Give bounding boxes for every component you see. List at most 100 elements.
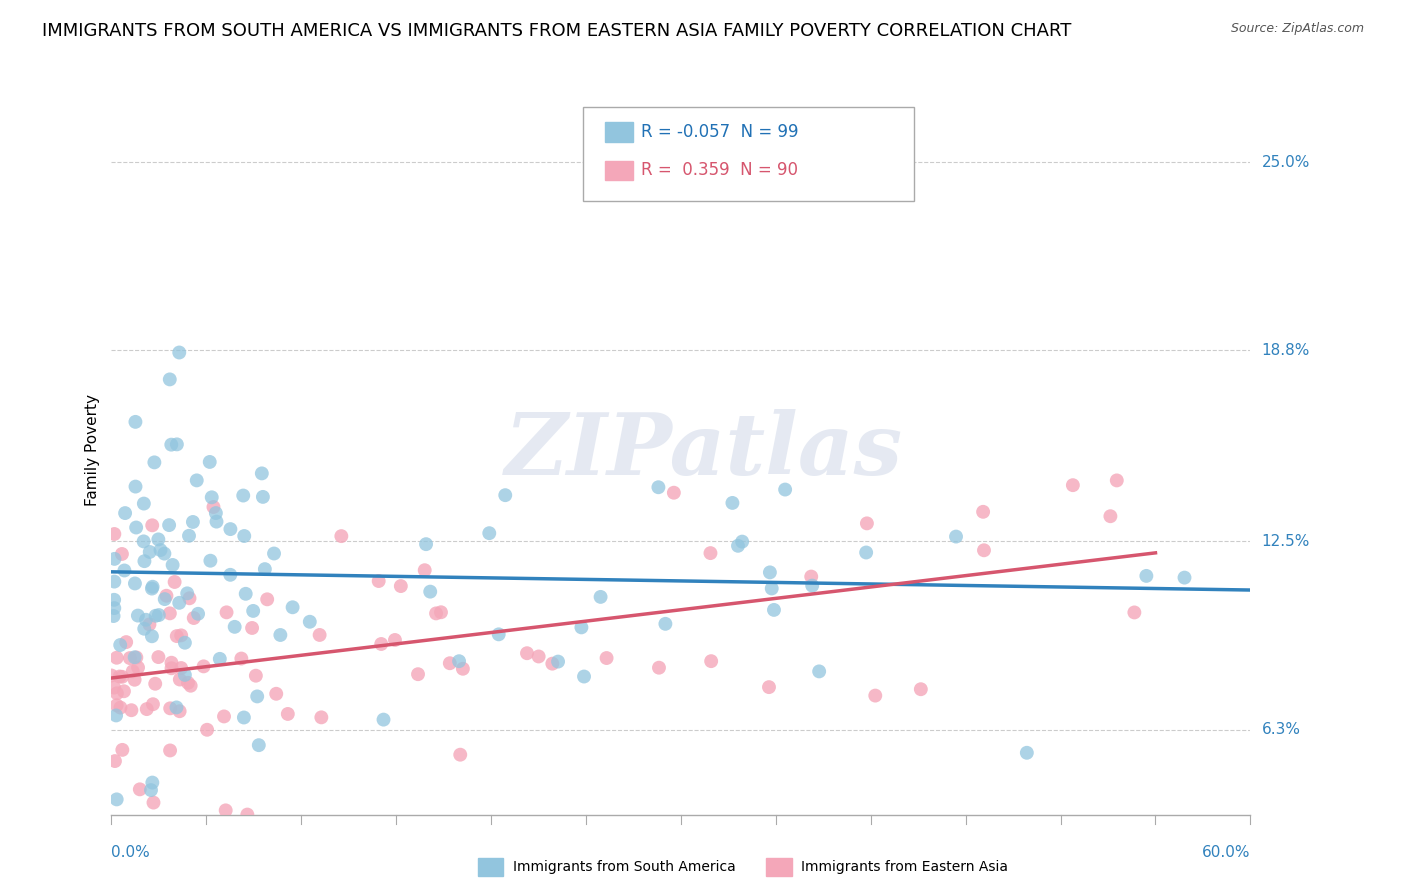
Point <box>138 545 160 559</box>
Point <box>195 723 218 737</box>
Point <box>135 702 157 716</box>
Point <box>406 667 429 681</box>
Text: 0.0%: 0.0% <box>111 845 150 860</box>
Text: Source: ZipAtlas.com: Source: ZipAtlas.com <box>1230 22 1364 36</box>
Point <box>103 592 125 607</box>
Point <box>179 591 201 606</box>
Point <box>169 704 191 718</box>
Point <box>177 675 200 690</box>
Point <box>198 455 221 469</box>
Point <box>108 638 131 652</box>
Point <box>112 684 135 698</box>
Point <box>1123 606 1146 620</box>
Point <box>232 710 254 724</box>
Point <box>104 754 127 768</box>
Point <box>219 567 242 582</box>
Point <box>945 530 967 544</box>
Point <box>128 782 150 797</box>
Point <box>1135 569 1157 583</box>
Text: 12.5%: 12.5% <box>1261 534 1310 549</box>
Point <box>103 681 125 695</box>
Point <box>212 709 235 723</box>
Point <box>233 529 256 543</box>
Point <box>252 490 274 504</box>
Point <box>311 710 333 724</box>
Point <box>170 661 193 675</box>
Point <box>124 673 146 687</box>
Point <box>111 670 134 684</box>
Point <box>142 580 165 594</box>
Point <box>141 775 163 789</box>
Text: Immigrants from South America: Immigrants from South America <box>513 860 735 874</box>
Point <box>114 506 136 520</box>
Point <box>127 660 149 674</box>
Point <box>219 522 242 536</box>
Point <box>972 505 994 519</box>
Point <box>183 611 205 625</box>
Point <box>721 496 744 510</box>
Point <box>242 604 264 618</box>
Point <box>108 669 131 683</box>
Point <box>115 635 138 649</box>
Point <box>1173 571 1195 585</box>
Point <box>135 613 157 627</box>
Point <box>160 661 183 675</box>
Point <box>516 646 538 660</box>
Point <box>166 437 188 451</box>
Point <box>250 467 273 481</box>
Point <box>159 607 181 621</box>
Point <box>105 698 128 713</box>
Point <box>111 547 134 561</box>
Point <box>166 700 188 714</box>
Point <box>103 609 125 624</box>
Point <box>170 628 193 642</box>
Point <box>103 552 125 566</box>
Point <box>589 590 612 604</box>
Point <box>142 796 165 810</box>
Point <box>595 651 617 665</box>
Point <box>647 480 669 494</box>
Point <box>139 783 162 797</box>
Point <box>187 607 209 621</box>
Point <box>308 628 330 642</box>
Point <box>654 616 676 631</box>
Point <box>112 564 135 578</box>
Point <box>449 654 471 668</box>
Point <box>167 596 190 610</box>
Point <box>731 534 754 549</box>
Point <box>120 703 142 717</box>
Point <box>149 543 172 558</box>
Point <box>110 700 132 714</box>
Point <box>1015 746 1038 760</box>
Point <box>758 680 780 694</box>
Point <box>253 562 276 576</box>
Point <box>148 650 170 665</box>
Point <box>155 589 177 603</box>
Point <box>808 665 831 679</box>
Text: Immigrants from Eastern Asia: Immigrants from Eastern Asia <box>801 860 1008 874</box>
Point <box>761 582 783 596</box>
Point <box>439 657 461 671</box>
Point <box>143 677 166 691</box>
Point <box>163 574 186 589</box>
Point <box>160 437 183 451</box>
Point <box>124 576 146 591</box>
Point <box>186 474 208 488</box>
Point <box>160 656 183 670</box>
Point <box>264 687 287 701</box>
Point <box>269 628 291 642</box>
Point <box>245 669 267 683</box>
Point <box>247 738 270 752</box>
Point <box>236 807 259 822</box>
Point <box>138 617 160 632</box>
Point <box>855 545 877 559</box>
Point <box>240 621 263 635</box>
Point <box>413 563 436 577</box>
Point <box>330 529 353 543</box>
Point <box>125 650 148 665</box>
Point <box>208 652 231 666</box>
Point <box>153 547 176 561</box>
Point <box>648 661 671 675</box>
Point <box>174 636 197 650</box>
Point <box>384 632 406 647</box>
